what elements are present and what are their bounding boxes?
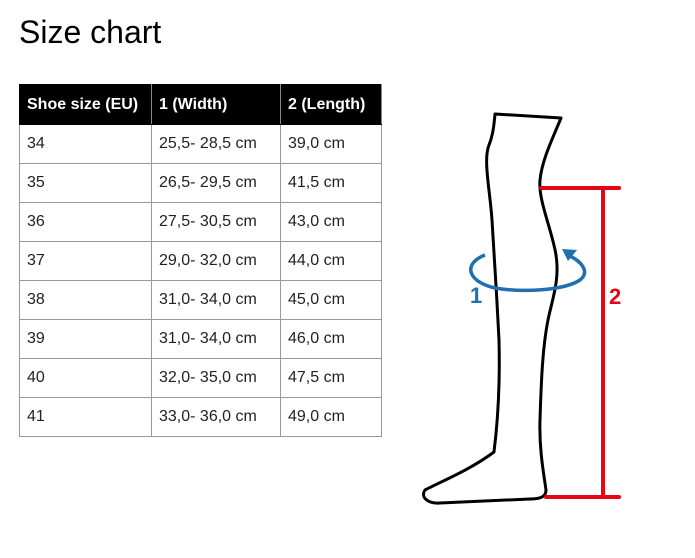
cell-length: 41,5 cm	[280, 163, 382, 203]
cell-length: 43,0 cm	[280, 202, 382, 242]
size-table: Shoe size (EU) 1 (Width) 2 (Length) 34 25…	[19, 84, 382, 437]
cell-shoe-size: 35	[19, 163, 152, 203]
cell-shoe-size: 41	[19, 397, 152, 437]
cell-shoe-size: 36	[19, 202, 152, 242]
cell-width: 29,0- 32,0 cm	[151, 241, 281, 281]
table-row: 35 26,5- 29,5 cm 41,5 cm	[19, 163, 382, 203]
cell-length: 44,0 cm	[280, 241, 382, 281]
page-title: Size chart	[19, 14, 162, 50]
length-measure-bracket	[539, 186, 621, 499]
cell-length: 45,0 cm	[280, 280, 382, 320]
cell-width: 33,0- 36,0 cm	[151, 397, 281, 437]
cell-shoe-size: 39	[19, 319, 152, 359]
width-measure-arrow	[469, 253, 587, 293]
cell-shoe-size: 37	[19, 241, 152, 281]
table-row: 40 32,0- 35,0 cm 47,5 cm	[19, 358, 382, 398]
cell-width: 26,5- 29,5 cm	[151, 163, 281, 203]
table-row: 34 25,5- 28,5 cm 39,0 cm	[19, 124, 382, 164]
table-row: 38 31,0- 34,0 cm 45,0 cm	[19, 280, 382, 320]
cell-length: 49,0 cm	[280, 397, 382, 437]
table-row: 39 31,0- 34,0 cm 46,0 cm	[19, 319, 382, 359]
table-row: 37 29,0- 32,0 cm 44,0 cm	[19, 241, 382, 281]
cell-width: 25,5- 28,5 cm	[151, 124, 281, 164]
table-row: 36 27,5- 30,5 cm 43,0 cm	[19, 202, 382, 242]
cell-length: 39,0 cm	[280, 124, 382, 164]
cell-length: 47,5 cm	[280, 358, 382, 398]
arrow-head-icon	[562, 249, 577, 261]
width-label: 1	[470, 283, 482, 308]
cell-width: 32,0- 35,0 cm	[151, 358, 281, 398]
header-length: 2 (Length)	[280, 84, 382, 125]
table-header: Shoe size (EU) 1 (Width) 2 (Length)	[19, 84, 382, 125]
header-width: 1 (Width)	[151, 84, 281, 125]
cell-width: 27,5- 30,5 cm	[151, 202, 281, 242]
leg-outline	[422, 112, 563, 505]
header-shoe-size: Shoe size (EU)	[19, 84, 152, 125]
table-row: 41 33,0- 36,0 cm 49,0 cm	[19, 397, 382, 437]
length-label: 2	[609, 284, 621, 309]
